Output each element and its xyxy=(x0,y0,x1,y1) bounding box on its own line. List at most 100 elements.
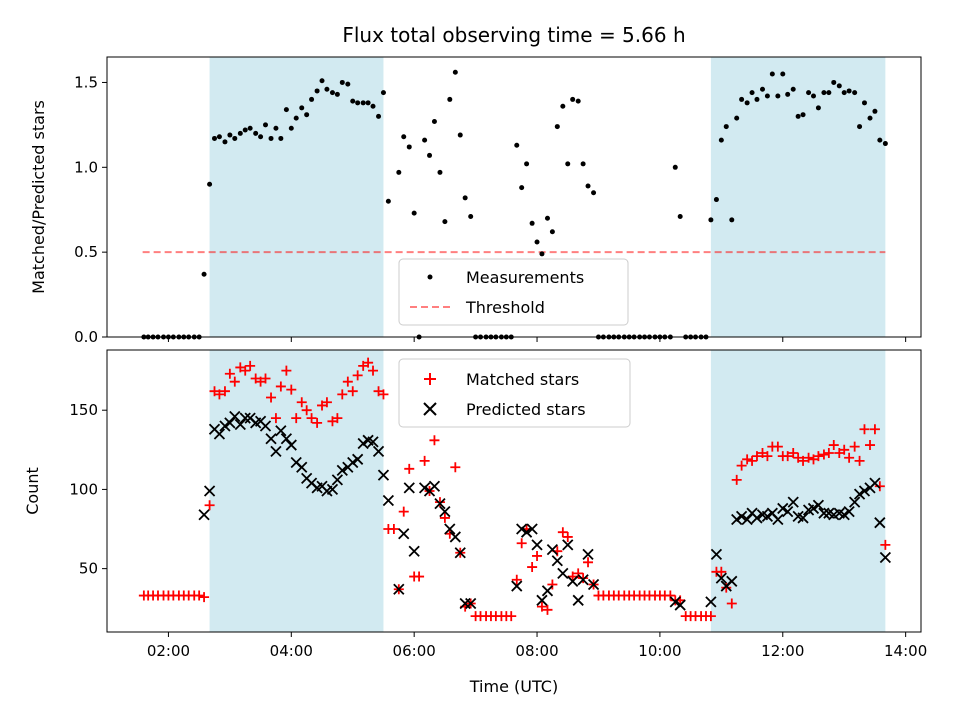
predicted-point xyxy=(818,507,830,519)
measurement-point xyxy=(258,134,264,140)
predicted-point xyxy=(812,499,825,511)
predicted-point xyxy=(587,578,600,591)
matched-point xyxy=(352,370,363,381)
matched-point xyxy=(516,538,527,549)
predicted-point xyxy=(398,528,410,540)
predicted-point xyxy=(710,548,723,561)
measurement-point xyxy=(222,139,228,145)
measurement-point xyxy=(560,103,566,109)
legend-threshold-label: Threshold xyxy=(465,298,545,317)
predicted-point xyxy=(229,410,241,423)
measurement-point xyxy=(431,118,437,124)
matched-point xyxy=(731,474,742,485)
bot-y-tick-label: 150 xyxy=(69,401,98,419)
measurement-point xyxy=(406,144,412,150)
x-tick-label: 10:00 xyxy=(638,642,681,660)
matched-point xyxy=(573,568,584,579)
predicted-point xyxy=(428,480,441,492)
top-panel: 0.0 0.5 1.0 1.5 Matched/Predicted stars Mea… xyxy=(29,56,922,346)
measurement-point xyxy=(672,164,678,170)
measurement-point xyxy=(468,214,474,220)
matched-point xyxy=(547,579,558,590)
measurement-point xyxy=(718,137,724,143)
measurement-point xyxy=(861,100,867,106)
predicted-point xyxy=(772,513,784,526)
measurement-point xyxy=(795,113,801,119)
measurement-point xyxy=(237,130,243,136)
measurement-point xyxy=(591,190,597,196)
predicted-point xyxy=(572,594,584,606)
top-shaded-regions xyxy=(209,57,886,337)
chart-title: Flux total observing time = 5.66 h xyxy=(342,23,685,47)
measurement-point xyxy=(826,90,832,96)
x-tick-label: 14:00 xyxy=(884,642,927,660)
measurement-point xyxy=(877,137,883,143)
matched-point xyxy=(511,574,522,585)
matched-point xyxy=(342,376,353,387)
predicted-point xyxy=(418,482,431,494)
measurement-point xyxy=(815,105,821,111)
top-shade-1 xyxy=(710,57,886,337)
matched-point xyxy=(705,611,716,622)
measurement-point xyxy=(872,108,878,114)
predicted-point xyxy=(838,509,850,521)
matched-point xyxy=(404,463,415,474)
predicted-point xyxy=(219,420,231,432)
predicted-point xyxy=(715,572,727,584)
matched-point xyxy=(337,389,348,400)
predicted-point xyxy=(336,464,348,477)
measurement-point xyxy=(293,115,299,121)
predicted-point xyxy=(449,531,461,543)
predicted-point xyxy=(849,496,861,508)
legend-predicted-label: Predicted stars xyxy=(466,400,586,419)
predicted-point xyxy=(526,523,538,535)
measurement-point xyxy=(713,197,719,203)
measurement-point xyxy=(339,79,345,85)
matched-point xyxy=(527,562,538,573)
matched-point xyxy=(721,582,732,593)
measurement-point xyxy=(565,161,571,167)
measurement-point xyxy=(427,152,433,158)
predicted-point xyxy=(275,425,287,437)
bottom-y-axis-label: Count xyxy=(23,467,42,515)
matched-point xyxy=(194,590,205,601)
predicted-point xyxy=(367,436,379,448)
matched-point xyxy=(306,413,317,424)
matched-point xyxy=(281,365,292,376)
measurement-point xyxy=(810,93,816,99)
measurement-point xyxy=(754,96,760,102)
legend-predicted-marker xyxy=(423,402,437,416)
matched-point xyxy=(378,389,389,400)
measurement-point xyxy=(447,96,453,102)
measurement-point xyxy=(554,124,560,130)
predicted-point xyxy=(531,539,543,551)
x-tick-label: 02:00 xyxy=(147,642,190,660)
legend-measurements-label: Measurements xyxy=(466,268,584,287)
predicted-point xyxy=(347,456,359,469)
predicted-point xyxy=(557,567,569,580)
measurement-point xyxy=(201,271,207,277)
matched-point xyxy=(429,435,440,446)
predicted-point xyxy=(213,428,226,440)
matched-point xyxy=(332,413,343,424)
predicted-point xyxy=(761,510,774,522)
legend-matched-marker xyxy=(424,373,436,385)
measurement-point xyxy=(529,220,535,226)
matched-point xyxy=(398,506,409,517)
matched-point xyxy=(849,441,860,452)
matched-point xyxy=(813,451,824,462)
bot-shade-0 xyxy=(209,350,384,632)
matched-point xyxy=(751,451,762,462)
predicted-point xyxy=(280,433,293,445)
x-tick-label: 06:00 xyxy=(393,642,436,660)
predicted-point xyxy=(541,585,554,597)
predicted-point xyxy=(239,412,251,424)
matched-point xyxy=(536,601,547,612)
bottom-legend: Matched stars Predicted stars xyxy=(398,358,631,428)
predicted-point xyxy=(741,513,753,526)
predicted-point xyxy=(869,477,881,489)
measurement-point xyxy=(355,100,361,106)
x-tick-label: 08:00 xyxy=(515,642,558,660)
predicted-point xyxy=(874,517,886,529)
predicted-point xyxy=(582,548,594,561)
